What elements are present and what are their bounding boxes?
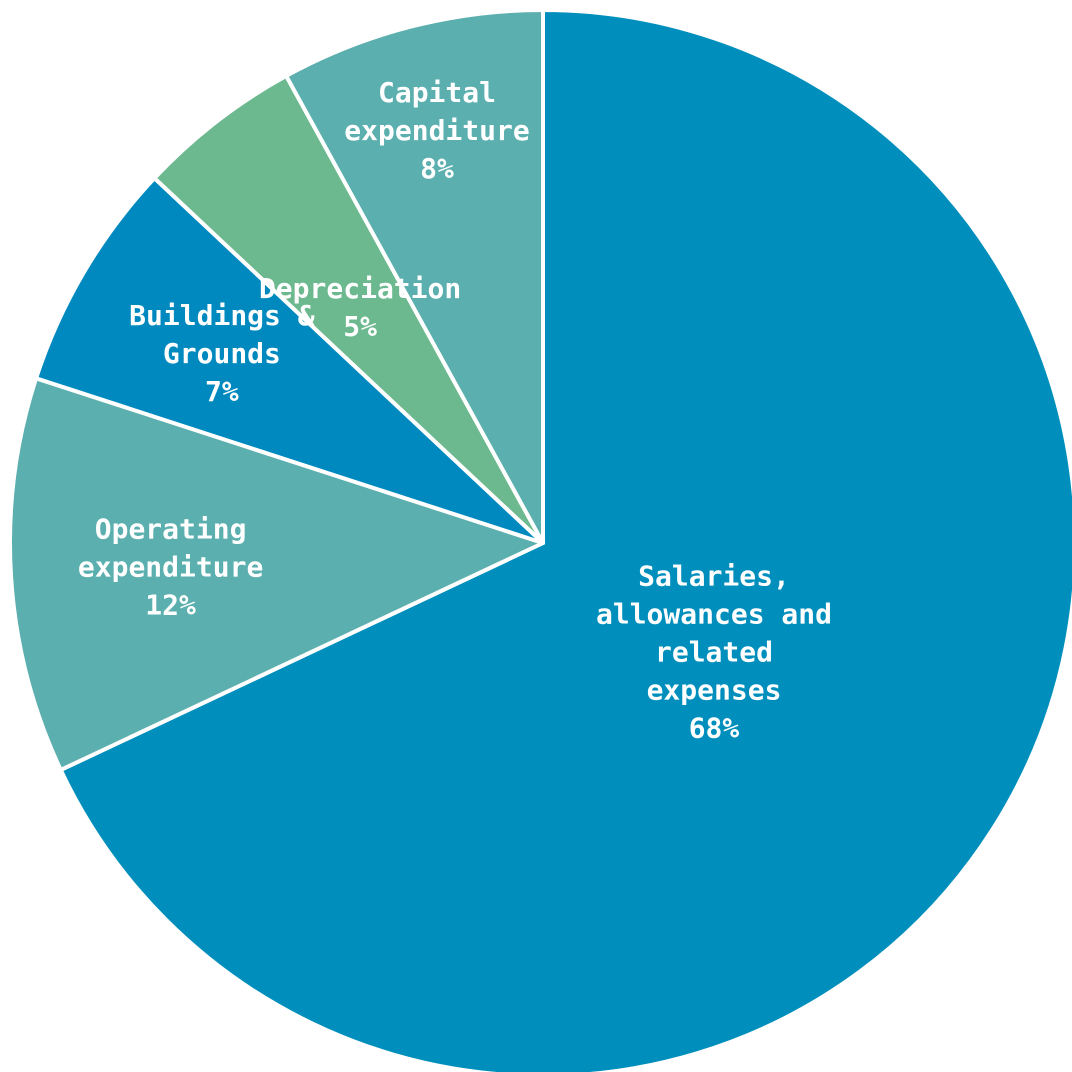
slice-label-line-0-1: allowances and xyxy=(596,598,832,631)
slice-label-4: Capital expenditure 8% xyxy=(344,76,529,185)
slice-percent-3: 5% xyxy=(343,310,377,343)
pie-slice-1 xyxy=(8,376,545,772)
slice-percent-2: 7% xyxy=(205,375,239,408)
slice-label-line-2-1: Grounds xyxy=(163,337,281,370)
slice-label-line-1-1: expenditure xyxy=(78,550,263,583)
slice-label-2: Buildings & Grounds 7% xyxy=(129,299,315,408)
pie-slice-4 xyxy=(284,8,545,545)
slice-percent-4: 8% xyxy=(420,152,454,185)
slice-percent-1: 12% xyxy=(145,588,196,621)
slice-label-line-1-0: Operating xyxy=(95,512,247,545)
labels-layer: Salaries, allowances and related expenses 68… xyxy=(78,76,832,745)
pie-slice-2 xyxy=(34,176,545,545)
slice-label-0: Salaries, allowances and related expenses 68… xyxy=(596,560,832,745)
slice-label-line-0-0: Salaries, xyxy=(638,560,790,593)
pie-slice-0 xyxy=(58,8,1072,1072)
slice-label-line-4-1: expenditure xyxy=(344,114,529,147)
slice-label-line-4-0: Capital xyxy=(378,76,496,109)
slice-label-line-0-2: related xyxy=(655,636,773,669)
slice-label-1: Operating expenditure 12% xyxy=(78,512,263,621)
slice-percent-0: 68% xyxy=(689,712,740,745)
pie-slice-3 xyxy=(152,73,545,545)
slice-label-3: Depreciation 5% xyxy=(259,272,461,343)
slice-label-line-2-0: Buildings & xyxy=(129,299,315,332)
slice-label-line-0-3: expenses xyxy=(647,674,782,707)
slice-label-line-3-0: Depreciation xyxy=(259,272,461,305)
slices-layer xyxy=(8,8,1072,1072)
